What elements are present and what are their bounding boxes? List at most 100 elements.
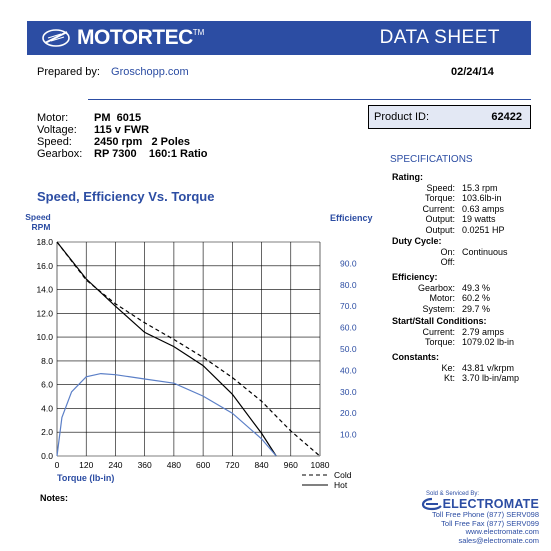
spec-label: Current: (422, 326, 455, 337)
series-line-hot (56, 241, 277, 457)
spec-row: Current: 2.79 amps (392, 327, 514, 338)
spec-value: 2.79 amps (462, 326, 505, 337)
electromate-logo-icon (421, 497, 442, 511)
y-right-tick-label: 10.0 (340, 430, 357, 440)
x-tick-label: 1080 (311, 460, 330, 470)
distributor-contact-line: sales@electromate.com (458, 535, 539, 545)
spec-value: 43.81 v/krpm (462, 362, 515, 373)
series-line-cold (56, 241, 321, 457)
motor-info-value: 115 v FWR (94, 124, 150, 136)
spec-value: 15.3 rpm (462, 182, 498, 193)
spec-label: Output: (425, 214, 455, 224)
spec-value: 29.7 % (462, 303, 491, 314)
spec-row: Torque: 103.6lb-in (392, 193, 505, 204)
prepared-by: Prepared by: Groschopp.com (37, 66, 189, 78)
distributor-block: Sold & Serviced By: ELECTROMATE Toll Fre… (420, 491, 539, 545)
y-right-tick-label: 70.0 (340, 301, 357, 311)
spec-value: 103.6lb-in (462, 193, 502, 203)
spec-row: Torque: 1079.02 lb-in (392, 337, 514, 348)
x-axis-label: Torque (lb-in) (57, 473, 114, 483)
y-right-tick-label: 30.0 (340, 387, 357, 397)
spec-group-heading: Duty Cycle: (392, 236, 442, 246)
y-left-tick-label: 18.0 (36, 237, 53, 247)
y-right-tick-label: 40.0 (340, 365, 357, 375)
spec-value: Continuous (462, 246, 508, 257)
spec-label: Kt: (443, 373, 455, 383)
header-banner: MOTORTEC TM DATA SHEET (27, 21, 531, 55)
y-right-tick-label: 60.0 (340, 323, 357, 333)
x-tick-label: 240 (108, 460, 122, 470)
series-line-efficiency (56, 372, 277, 457)
spec-label: On: (440, 246, 455, 257)
distributor-contact: Toll Free Phone (877) SERV098 Toll Free F… (420, 510, 539, 545)
product-id-box: Product ID: 62422 (368, 105, 531, 129)
spec-label: System: (422, 303, 455, 314)
spec-label: Output: (425, 224, 455, 235)
spec-label: Off: (440, 257, 455, 267)
spec-row: Output: 19 watts (392, 214, 505, 225)
motortec-logo: MOTORTEC TM (41, 25, 204, 51)
spec-group-heading: Rating: (392, 172, 423, 182)
spec-value: 0.0251 HP (462, 224, 505, 235)
spec-label: Gearbox: (417, 282, 455, 293)
spec-group: Start/Stall Conditions: Current: 2.79 amps… (392, 316, 514, 348)
chart-title: Speed, Efficiency Vs. Torque (37, 189, 215, 204)
y-left-tick-label: 6.0 (41, 380, 53, 390)
motor-info-label: Voltage: (37, 124, 77, 136)
y-left-tick-label: 10.0 (36, 332, 53, 342)
motor-info-value: PM 6015 (94, 112, 142, 124)
trademark: TM (192, 27, 205, 37)
spec-value: 49.3 % (462, 282, 491, 293)
spec-value: 60.2 % (462, 293, 491, 303)
spec-group: Efficiency: Gearbox: 49.3 % Motor: 60.2 % Sys… (392, 272, 490, 314)
spec-row: Current: 0.63 amps (392, 204, 505, 215)
sold-by-label: Sold & Serviced By: (426, 491, 480, 497)
y-right-axis-label: Efficiency (330, 213, 373, 223)
spec-value: 0.63 amps (462, 203, 505, 214)
sheet-date: 02/24/14 (451, 66, 494, 78)
y-left-tick-label: 14.0 (36, 285, 53, 295)
distributor-contact-line: Toll Free Phone (877) SERV098 (431, 510, 539, 519)
legend-label: Cold (334, 470, 352, 480)
x-tick-label: 960 (284, 460, 298, 470)
spec-label: Motor: (429, 293, 455, 303)
spec-group: Duty Cycle: On: Continuous Off: (392, 236, 508, 268)
distributor-contact-line: www.electromate.com (465, 527, 539, 536)
prepared-label: Prepared by: (37, 66, 100, 78)
y-left-tick-label: 2.0 (41, 427, 53, 437)
y-left-axis-label: Speed (25, 212, 51, 222)
y-right-tick-label: 80.0 (340, 280, 357, 290)
motor-info-label: Gearbox: (37, 148, 83, 160)
sheet-title: DATA SHEET (379, 27, 500, 48)
spec-group-heading: Efficiency: (392, 272, 438, 282)
spec-row: Gearbox: 49.3 % (392, 283, 490, 294)
motor-info-value: RP 7300 160:1 Ratio (94, 148, 208, 160)
spec-row: Kt: 3.70 lb-in/amp (392, 373, 519, 384)
y-left-tick-label: 12.0 (36, 308, 53, 318)
y-left-tick-label: 4.0 (41, 403, 53, 413)
spec-value: 19 watts (462, 214, 496, 224)
y-left-axis-unit: RPM (32, 222, 51, 232)
product-id-value: 62422 (491, 111, 522, 123)
motor-info: Motor: PM 6015 Voltage: 115 v FWR Speed: 2450… (37, 112, 208, 160)
notes-label: Notes: (40, 493, 69, 503)
motor-info-label: Motor: (37, 112, 69, 124)
x-tick-label: 120 (79, 460, 93, 470)
motor-info-value: 2450 rpm 2 Poles (94, 136, 190, 148)
spec-row: System: 29.7 % (392, 304, 490, 315)
x-tick-label: 0 (55, 460, 60, 470)
distributor-brand: ELECTROMATE (420, 497, 539, 511)
spec-label: Speed: (426, 182, 455, 193)
product-id-label: Product ID: (374, 111, 430, 123)
y-left-tick-label: 8.0 (41, 356, 53, 366)
spec-row: On: Continuous (392, 246, 508, 258)
motor-info-label: Speed: (37, 136, 72, 148)
x-tick-label: 840 (254, 460, 268, 470)
x-tick-label: 480 (167, 460, 181, 470)
spec-row: Ke: 43.81 v/krpm (392, 363, 519, 374)
specifications-title: SPECIFICATIONS (390, 154, 473, 165)
motor-info-row: Voltage: 115 v FWR (37, 124, 208, 136)
spec-row: Motor: 60.2 % (392, 293, 490, 304)
spec-value: 3.70 lb-in/amp (462, 373, 520, 383)
